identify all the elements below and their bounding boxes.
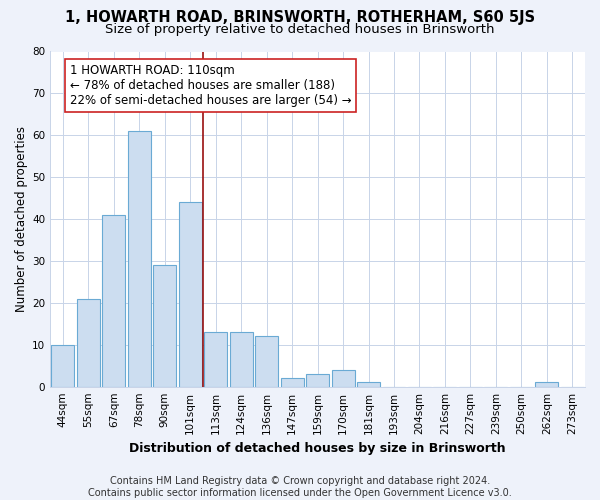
Text: 1, HOWARTH ROAD, BRINSWORTH, ROTHERHAM, S60 5JS: 1, HOWARTH ROAD, BRINSWORTH, ROTHERHAM, … [65,10,535,25]
Y-axis label: Number of detached properties: Number of detached properties [15,126,28,312]
Bar [154,265,176,386]
Bar [204,332,227,386]
Bar [535,382,558,386]
Text: Contains HM Land Registry data © Crown copyright and database right 2024.
Contai: Contains HM Land Registry data © Crown c… [88,476,512,498]
Bar [332,370,355,386]
Bar [306,374,329,386]
Bar [103,215,125,386]
Bar [52,345,74,387]
Bar [179,202,202,386]
Bar [357,382,380,386]
X-axis label: Distribution of detached houses by size in Brinsworth: Distribution of detached houses by size … [129,442,506,455]
Bar [128,131,151,386]
Bar [230,332,253,386]
Bar [281,378,304,386]
Text: 1 HOWARTH ROAD: 110sqm
← 78% of detached houses are smaller (188)
22% of semi-de: 1 HOWARTH ROAD: 110sqm ← 78% of detached… [70,64,352,107]
Bar [77,298,100,386]
Bar [255,336,278,386]
Text: Size of property relative to detached houses in Brinsworth: Size of property relative to detached ho… [105,22,495,36]
